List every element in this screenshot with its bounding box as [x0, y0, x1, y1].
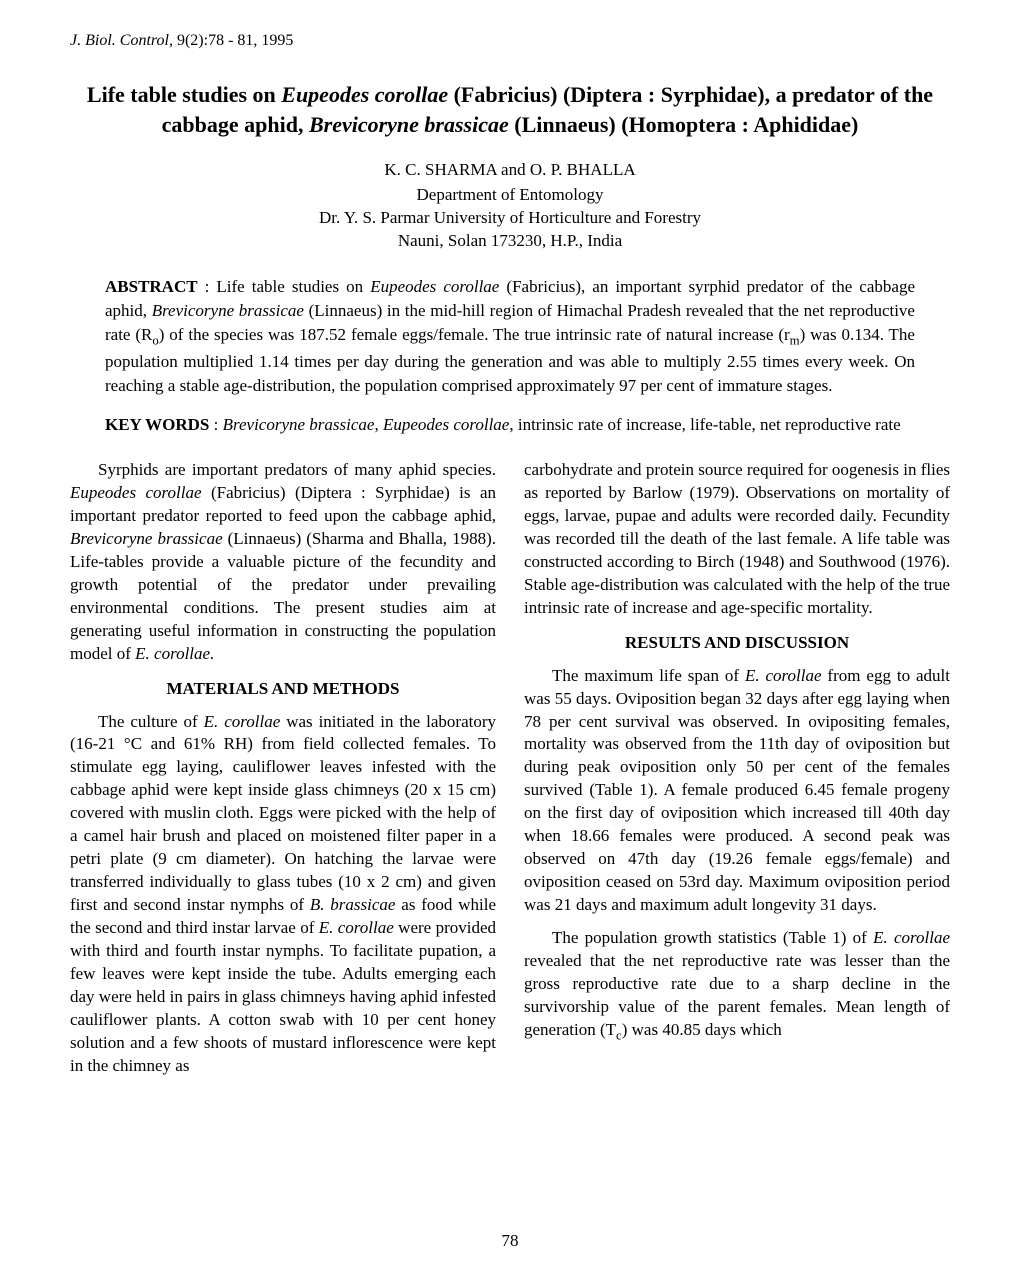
affiliation-line: Nauni, Solan 173230, H.P., India — [398, 231, 622, 250]
body-species: B. brassicae — [310, 895, 396, 914]
right-column: carbohydrate and protein source required… — [524, 459, 950, 1087]
section-heading-results: RESULTS AND DISCUSSION — [524, 632, 950, 655]
affiliation-line: Department of Entomology — [417, 185, 604, 204]
title-species-2: Brevicoryne brassicae — [309, 112, 509, 137]
body-species: E. corollae — [204, 712, 281, 731]
paragraph: Syrphids are important predators of many… — [70, 459, 496, 665]
body-text: (Linnaeus) (Sharma and Bhalla, 1988). Li… — [70, 529, 496, 663]
keywords: KEY WORDS : Brevicoryne brassicae, Eupeo… — [105, 413, 915, 437]
body-text: Syrphids are important predators of many… — [98, 460, 496, 479]
article-title: Life table studies on Eupeodes corollae … — [70, 80, 950, 142]
title-text: (Linnaeus) (Homoptera : Aphididae) — [509, 112, 859, 137]
abstract-label: ABSTRACT — [105, 277, 198, 296]
body-text: was initiated in the laboratory (16-21 °… — [70, 712, 496, 915]
body-species: Eupeodes corollae — [70, 483, 202, 502]
body-text: The population growth statistics (Table … — [552, 928, 873, 947]
body-species: E. corollae — [745, 666, 822, 685]
journal-name: J. Biol. Control, — [70, 32, 173, 49]
abstract-text: ) of the species was 187.52 female eggs/… — [159, 325, 790, 344]
keywords-text: : — [209, 415, 222, 434]
body-text: were provided with third and fourth inst… — [70, 918, 496, 1075]
paragraph: The culture of E. corollae was initiated… — [70, 711, 496, 1078]
section-heading-materials: MATERIALS AND METHODS — [70, 678, 496, 701]
paragraph: The population growth statistics (Table … — [524, 927, 950, 1044]
abstract-text: : Life table studies on — [198, 277, 371, 296]
paragraph: The maximum life span of E. corollae fro… — [524, 665, 950, 917]
body-species: E. corollae. — [135, 644, 214, 663]
journal-header: J. Biol. Control, 9(2):78 - 81, 1995 — [70, 30, 950, 52]
body-species: Brevicoryne brassicae — [70, 529, 223, 548]
keywords-species: Brevicoryne brassicae — [223, 415, 375, 434]
affiliation-line: Dr. Y. S. Parmar University of Horticult… — [319, 208, 701, 227]
keywords-text: , intrinsic rate of increase, life-table… — [509, 415, 900, 434]
body-text: The culture of — [98, 712, 204, 731]
body-columns: Syrphids are important predators of many… — [70, 459, 950, 1087]
title-text: Life table studies on — [87, 82, 281, 107]
abstract-species: Brevicoryne brassicae — [152, 301, 304, 320]
abstract-species: Eupeodes corollae — [370, 277, 499, 296]
body-species: E. corollae — [873, 928, 950, 947]
left-column: Syrphids are important predators of many… — [70, 459, 496, 1087]
body-text: The maximum life span of — [552, 666, 745, 685]
body-text: from egg to adult was 55 days. Ovipositi… — [524, 666, 950, 914]
body-species: E. corollae — [319, 918, 394, 937]
keywords-label: KEY WORDS — [105, 415, 209, 434]
title-species-1: Eupeodes corollae — [281, 82, 448, 107]
subscript: m — [790, 333, 800, 347]
abstract: ABSTRACT : Life table studies on Eupeode… — [105, 275, 915, 397]
body-text: ) was 40.85 days which — [622, 1020, 782, 1039]
paragraph: carbohydrate and protein source required… — [524, 459, 950, 620]
journal-volume: 9(2):78 - 81, 1995 — [177, 32, 293, 49]
keywords-species: Eupeodes corollae — [383, 415, 509, 434]
page-number: 78 — [0, 1230, 1020, 1253]
affiliation: Department of Entomology Dr. Y. S. Parma… — [70, 184, 950, 253]
keywords-text: , — [374, 415, 383, 434]
authors: K. C. SHARMA and O. P. BHALLA — [70, 159, 950, 182]
